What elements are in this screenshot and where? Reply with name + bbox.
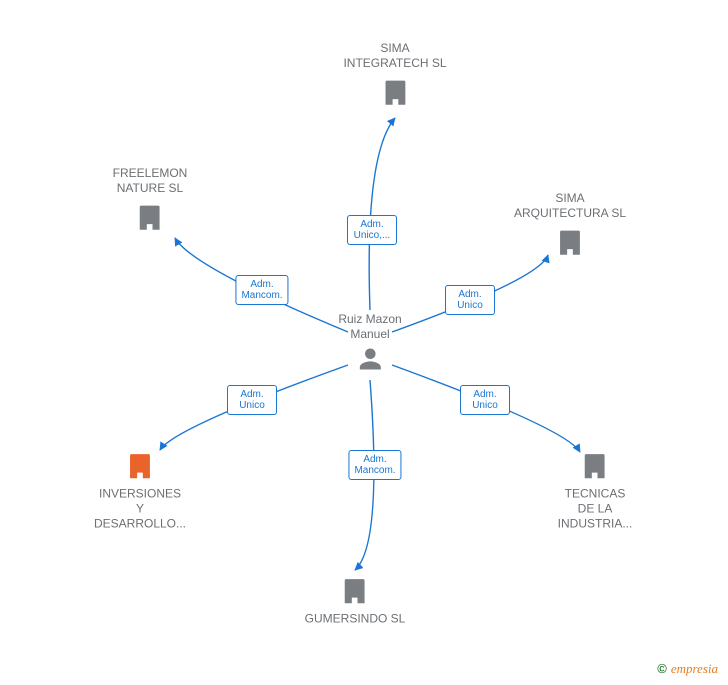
company-node-freelemon[interactable]: FREELEMON NATURE SL (113, 166, 188, 234)
company-node-sima_arquitectura[interactable]: SIMA ARQUITECTURA SL (514, 191, 626, 259)
company-node-gumersindo[interactable]: GUMERSINDO SL (305, 574, 406, 627)
building-icon (553, 225, 587, 259)
company-node-sima_integratech[interactable]: SIMA INTEGRATECH SL (343, 41, 446, 109)
copyright-mark: © (657, 661, 667, 676)
company-label: SIMA INTEGRATECH SL (343, 41, 446, 71)
center-person-node[interactable]: Ruiz Mazon Manuel (338, 312, 401, 378)
person-icon (356, 344, 384, 374)
edge-label: Adm. Unico (445, 285, 495, 315)
brand-name: empresia (671, 661, 718, 676)
company-label: TECNICAS DE LA INDUSTRIA... (558, 487, 633, 532)
building-icon (378, 75, 412, 109)
edge-label: Adm. Mancom. (235, 275, 288, 305)
edge-label: Adm. Unico (227, 385, 277, 415)
building-icon (338, 574, 372, 608)
diagram-canvas: Ruiz Mazon Manuel SIMA INTEGRATECH SL SI… (0, 0, 728, 685)
edge-path (369, 118, 395, 310)
company-node-tecnicas[interactable]: TECNICAS DE LA INDUSTRIA... (558, 449, 633, 532)
attribution: © empresia (657, 661, 718, 677)
center-person-label: Ruiz Mazon Manuel (338, 312, 401, 342)
edge-label: Adm. Unico,... (347, 215, 397, 245)
building-icon (123, 449, 157, 483)
building-icon (578, 449, 612, 483)
edge-label: Adm. Unico (460, 385, 510, 415)
company-label: SIMA ARQUITECTURA SL (514, 191, 626, 221)
edge-label: Adm. Mancom. (348, 450, 401, 480)
company-label: FREELEMON NATURE SL (113, 166, 188, 196)
company-label: INVERSIONES Y DESARROLLO... (94, 487, 186, 532)
company-label: GUMERSINDO SL (305, 612, 406, 627)
company-node-inversiones[interactable]: INVERSIONES Y DESARROLLO... (94, 449, 186, 532)
building-icon (133, 200, 167, 234)
